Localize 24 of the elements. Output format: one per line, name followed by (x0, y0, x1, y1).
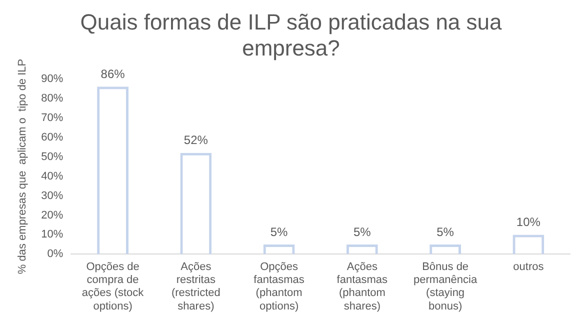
y-axis-title: % das empresas que aplicam o tipo de ILP (16, 58, 29, 274)
x-tick-label: Opções de compra de ações (stock options) (82, 260, 144, 312)
x-tick-label: Opções fantasmas (phantom options) (254, 260, 305, 312)
y-tick-label: 30% (41, 190, 64, 202)
x-tick-label: Ações fantasmas (phantom shares) (336, 260, 388, 312)
y-tick-label: 0% (47, 248, 64, 260)
data-label: 10% (516, 215, 541, 230)
y-tick-label: 10% (41, 228, 64, 241)
x-tick-label: outros (513, 260, 544, 273)
chart-title: Quais formas de ILP são praticadas na sua empresa? (80, 9, 503, 61)
data-label: 5% (436, 224, 454, 239)
y-tick-label: 90% (41, 72, 64, 85)
data-label: 5% (270, 224, 288, 239)
y-tick-label: 60% (41, 131, 64, 144)
data-label: 5% (354, 224, 372, 239)
data-label: 86% (100, 66, 126, 81)
y-tick-label: 50% (41, 150, 64, 163)
y-tick-label: 40% (41, 170, 64, 182)
y-tick-label: 20% (41, 209, 64, 222)
y-tick-label: 80% (41, 92, 64, 104)
x-tick-label: Bônus de permanência (staying bonus) (414, 260, 478, 312)
y-tick-label: 70% (41, 112, 64, 124)
x-tick-label: Ações restritas (restricted shares) (171, 260, 220, 312)
data-label: 52% (184, 133, 208, 148)
